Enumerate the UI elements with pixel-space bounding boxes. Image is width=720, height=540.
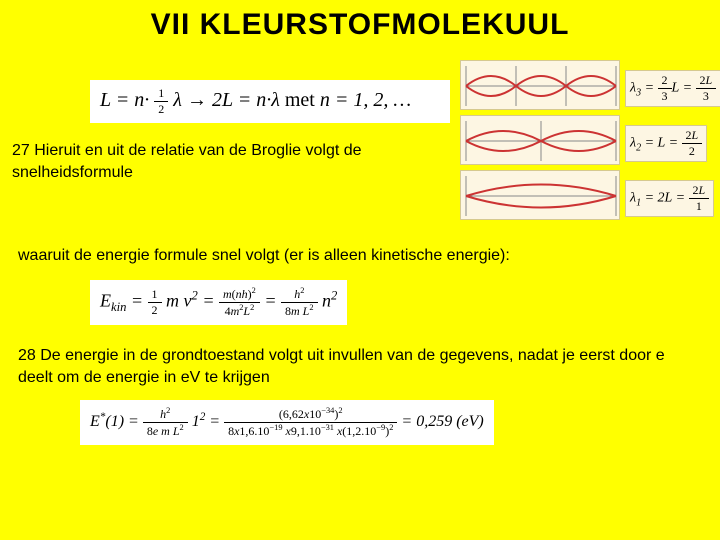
formula-ekin: Ekin = 12 m v2 = m(nh)24m2L2 = h28m L2 n…: [90, 280, 347, 325]
para-27: 27 Hieruit en uit de relatie van de Brog…: [12, 140, 442, 183]
formula-e1: E*(1) = h28e m L2 12 = (6,62x10−34)2 8x1…: [80, 400, 494, 445]
wave-label-2: λ2 = L = 2L2: [625, 125, 707, 162]
slide-title: VII KLEURSTOFMOLEKUUL: [0, 0, 720, 42]
wave-label-3: λ3 = 23L = 2L3: [625, 70, 720, 107]
formula-length: L = n· 12 λ → 2L = n·λ met n = 1, 2, …: [90, 80, 450, 123]
wave-label-1: λ1 = 2L = 2L1: [625, 180, 714, 217]
para-28: 28 De energie in de grondtoestand volgt …: [18, 345, 698, 388]
para-mid: waaruit de energie formule snel volgt (e…: [18, 245, 678, 267]
